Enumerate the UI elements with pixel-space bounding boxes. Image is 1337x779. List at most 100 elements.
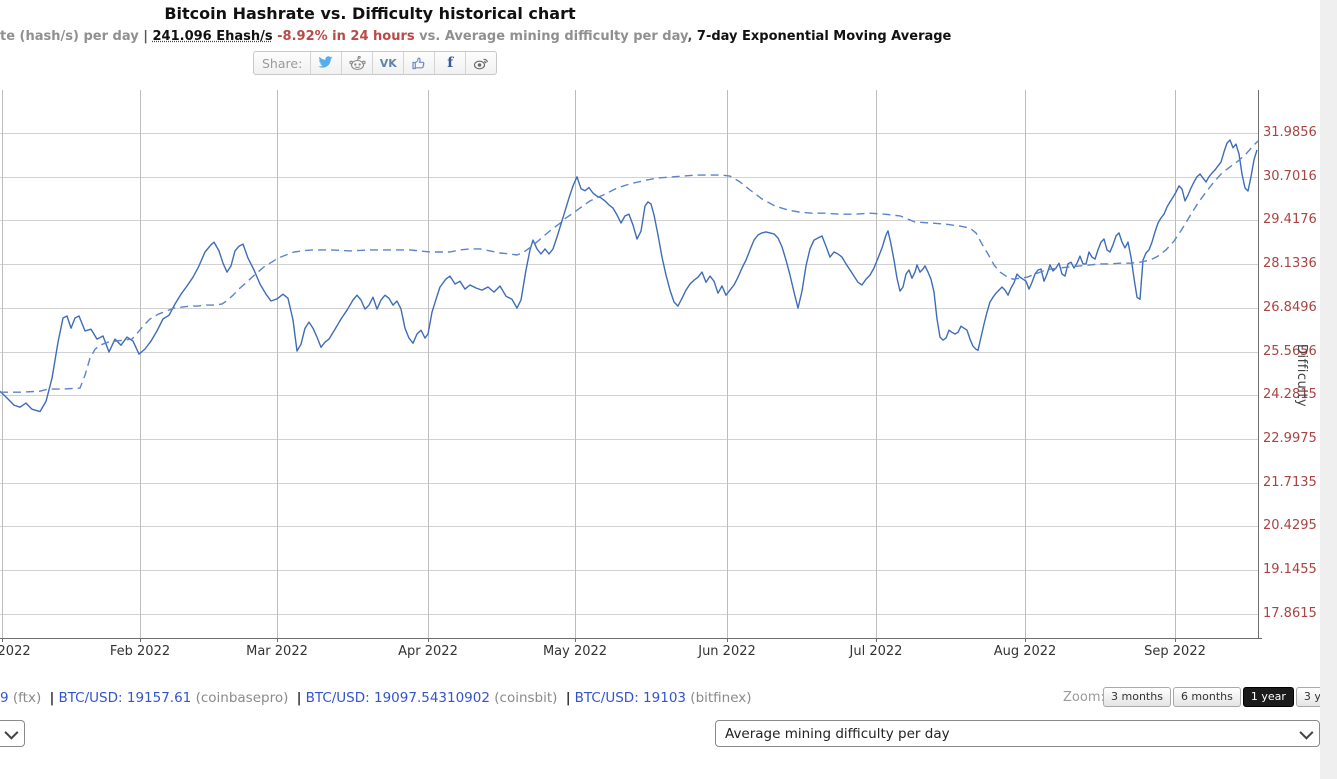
x-axis-tick-label: Jul 2022 xyxy=(849,644,903,659)
h-gridline xyxy=(0,351,1258,353)
zoom-label: Zoom: xyxy=(1063,690,1105,705)
status-separator: | xyxy=(296,690,302,706)
subtitle-metric: Average mining difficulty per day xyxy=(444,29,688,44)
v-gridline xyxy=(277,90,278,638)
x-axis-tick xyxy=(876,638,877,642)
subtitle-left-fragment: te (hash/s) per day xyxy=(0,29,144,44)
h-gridline xyxy=(0,438,1258,440)
y-axis-tick-label: 25.5656 xyxy=(1263,343,1317,359)
pair-label[interactable]: BTC/USD: xyxy=(58,690,127,706)
chart-subtitle: te (hash/s) per day | 241.096 Ehash/s -8… xyxy=(0,29,951,44)
y-axis-tick-label: 22.9975 xyxy=(1263,430,1317,446)
subtitle-ema: 7-day Exponential Moving Average xyxy=(696,29,952,44)
price-status-item: BTC/USD: 19103 (bitfinex) xyxy=(575,690,752,706)
difficulty-line xyxy=(0,140,1259,393)
vk-icon: VK xyxy=(379,56,397,70)
exchange-name: (coinsbit) xyxy=(494,690,558,706)
x-axis-tick-label: Jun 2022 xyxy=(698,644,756,659)
right-metric-select[interactable]: Average mining difficulty per day xyxy=(715,720,1320,747)
v-gridline xyxy=(727,90,728,638)
x-axis-tick xyxy=(428,638,429,642)
y-axis-tick-label: 29.4176 xyxy=(1263,212,1317,228)
chart-series-canvas xyxy=(0,139,1259,413)
subtitle-comma: , xyxy=(687,29,697,44)
like-share-button[interactable] xyxy=(403,52,434,74)
x-axis-tick xyxy=(140,638,141,642)
zoom-range-button-1-year[interactable]: 1 year xyxy=(1242,687,1294,708)
twitter-icon xyxy=(318,56,334,70)
v-gridline xyxy=(428,90,429,638)
weibo-share-button[interactable] xyxy=(465,52,496,74)
subtitle-pipe: | xyxy=(143,29,153,44)
reddit-share-button[interactable] xyxy=(341,52,372,74)
v-gridline xyxy=(2,90,3,638)
h-gridline xyxy=(0,307,1258,309)
hashrate-value: 241.096 Ehash/s xyxy=(152,29,273,44)
v-gridline xyxy=(575,90,576,638)
exchange-name: (bitfinex) xyxy=(690,690,752,706)
y-axis-tick-label: 30.7016 xyxy=(1263,168,1317,184)
price-status-bar: 9 (ftx) | BTC/USD: 19157.61 (coinbasepro)… xyxy=(0,690,752,706)
x-axis-tick-label: Mar 2022 xyxy=(246,644,308,659)
h-gridline xyxy=(0,264,1258,266)
reddit-icon xyxy=(349,55,366,71)
h-gridline xyxy=(0,482,1258,484)
x-axis-tick xyxy=(1025,638,1026,642)
x-axis-tick-label: Sep 2022 xyxy=(1144,644,1206,659)
weibo-icon xyxy=(473,56,489,70)
chevron-down-icon xyxy=(1299,725,1314,740)
x-axis-tick xyxy=(277,638,278,642)
y-axis-tick-label: 17.8615 xyxy=(1263,605,1317,621)
y-axis-tick-label: 31.9856 xyxy=(1263,125,1317,140)
y-axis-tick-label: 20.4295 xyxy=(1263,518,1317,534)
x-axis-line xyxy=(0,638,1262,639)
price-value-link[interactable]: 19103 xyxy=(643,690,691,706)
h-gridline xyxy=(0,613,1258,615)
share-label: Share: xyxy=(262,55,303,71)
y-axis-line xyxy=(1258,90,1259,638)
v-gridline xyxy=(1175,90,1176,638)
price-value-link[interactable]: 9 xyxy=(0,690,13,706)
h-gridline xyxy=(0,176,1258,178)
v-gridline xyxy=(140,90,141,638)
right-metric-select-value: Average mining difficulty per day xyxy=(725,725,950,742)
exchange-name: (coinbasepro) xyxy=(195,690,289,706)
v-gridline xyxy=(1025,90,1026,638)
x-axis-tick-label: Aug 2022 xyxy=(993,644,1057,659)
x-axis-tick xyxy=(2,638,3,642)
zoom-range-button-6-months[interactable]: 6 months xyxy=(1172,687,1241,708)
price-value-link[interactable]: 19157.61 xyxy=(126,690,196,706)
h-gridline xyxy=(0,526,1258,528)
h-gridline xyxy=(0,133,1258,134)
chevron-down-icon xyxy=(4,725,19,740)
y-axis-tick-label: 26.8496 xyxy=(1263,299,1317,315)
chart-plot-area[interactable] xyxy=(0,90,1259,638)
status-separator: | xyxy=(565,690,571,706)
facebook-share-button[interactable]: f xyxy=(434,52,465,74)
price-status-item: BTC/USD: 19157.61 (coinbasepro) xyxy=(58,690,288,706)
x-axis-tick-label: Apr 2022 xyxy=(398,644,458,659)
h-gridline xyxy=(0,395,1258,397)
page-edge-strip xyxy=(1320,0,1337,779)
y-axis-tick-label: 28.1336 xyxy=(1263,256,1317,272)
y-axis-tick-label: 21.7135 xyxy=(1263,474,1317,490)
price-value-link[interactable]: 19097.54310902 xyxy=(374,690,495,706)
subtitle-vs: vs. xyxy=(414,29,445,44)
pair-label[interactable]: BTC/USD: xyxy=(574,690,644,706)
zoom-range-button-3-months[interactable]: 3 months xyxy=(1103,687,1171,708)
facebook-icon: f xyxy=(447,55,454,71)
status-separator: | xyxy=(49,690,55,706)
h-gridline xyxy=(0,220,1258,222)
x-axis-tick xyxy=(575,638,576,642)
vk-share-button[interactable]: VK xyxy=(372,52,403,74)
twitter-share-button[interactable] xyxy=(310,52,341,74)
exchange-name: (ftx) xyxy=(12,690,42,706)
y-axis-tick-label: 19.1455 xyxy=(1263,562,1317,577)
hashrate-24h-change: -8.92% in 24 hours xyxy=(272,29,415,44)
left-metric-select[interactable] xyxy=(0,720,25,747)
price-status-item: BTC/USD: 19097.54310902 (coinsbit) xyxy=(306,690,558,706)
like-icon xyxy=(412,56,426,70)
v-gridline xyxy=(876,90,877,638)
pair-label[interactable]: BTC/USD: xyxy=(305,690,374,706)
